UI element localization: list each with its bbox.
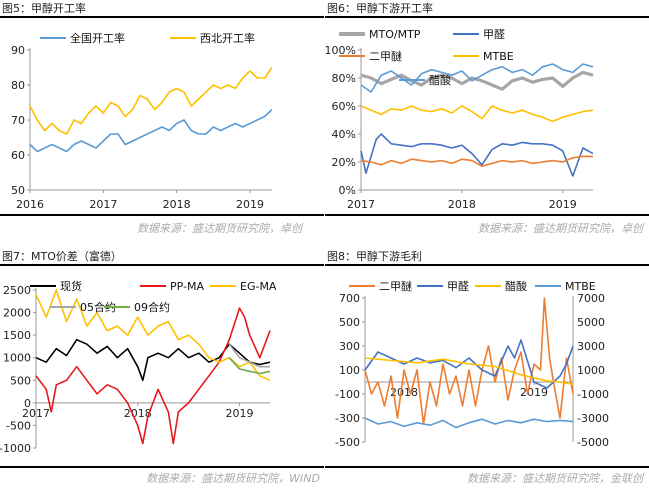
x-tick-label: 2018 <box>163 198 191 211</box>
panel-title: 图5：甲醇开工率 <box>2 2 86 15</box>
y-tick-label: 300 <box>339 340 360 353</box>
series-line-西北开工率 <box>29 67 273 135</box>
legend-label: 甲醛 <box>483 27 505 41</box>
y-tick-label: 50 <box>11 184 25 197</box>
y-tick-label: -100 <box>335 388 360 401</box>
y2-tick-label: -1000 <box>577 388 609 401</box>
legend-label: MTBE <box>483 50 514 63</box>
legend-label: 醋酸 <box>505 279 527 293</box>
y-tick-label: 500 <box>339 316 360 329</box>
series-line-mtbe <box>364 417 574 429</box>
legend-label: 二甲醚 <box>369 49 402 63</box>
y-tick-label: 500 <box>10 374 31 387</box>
legend-label: 二甲醚 <box>379 279 412 293</box>
legend-label: PP-MA <box>170 280 204 293</box>
y-tick-label: 700 <box>339 292 360 305</box>
x-tick-label: 2016 <box>16 198 44 211</box>
data-source: 数据来源：盛达期货研究院，WIND <box>146 472 320 485</box>
panel-methanol-operating-rate: 图5：甲醇开工率 50 60 70 80 90 2016 2017 2018 2019 全国开工率… <box>0 0 324 244</box>
title-rule <box>325 264 649 266</box>
chart-downstream-margin: -500 -300 -100 100 300 500 700 -5000 -3000 -1000 1… <box>335 279 609 449</box>
data-source: 数据来源：盛达期货研究院，金联创 <box>467 472 643 485</box>
panel-mto-spread: 图7：MTO价差（富德） -1000 -500 0 500 1000 1500 2000 25… <box>0 248 324 488</box>
bottom-rule <box>325 466 649 468</box>
legend-label: 甲醛 <box>447 279 469 293</box>
bottom-rule <box>0 214 324 216</box>
y-tick-label: -500 <box>6 419 31 432</box>
legend-label: 09合约 <box>134 300 170 314</box>
series-line-甲醛 <box>364 339 574 389</box>
bottom-rule <box>0 466 324 468</box>
legend-label: 现货 <box>60 279 82 293</box>
chart-downstream-operating-rate: 0% 20% 40% 60% 80% 100% 2017 2018 2019 MTO/MTP 甲醛二… <box>325 27 594 211</box>
y-tick-label: 2500 <box>3 284 31 297</box>
series-line-甲醛 <box>360 133 594 177</box>
series-line-09合约 <box>228 357 271 375</box>
title-rule <box>0 264 324 266</box>
x-tick-label: 2019 <box>236 198 264 211</box>
data-source: 数据来源：盛达期货研究院，卓创 <box>137 222 302 235</box>
y-tick-label: -500 <box>335 436 360 449</box>
y-tick-label: 60% <box>332 100 356 113</box>
series-line-醋酸 <box>364 357 574 386</box>
y-tick-label: 100 <box>339 364 360 377</box>
legend-label: MTBE <box>565 280 596 293</box>
series-line-mtbe <box>360 105 594 123</box>
y-tick-label: -1000 <box>0 442 31 455</box>
y-tick-label: 20% <box>332 156 356 169</box>
panel-downstream-operating-rate: 图6：甲醇下游开工率 0% 20% 40% 60% 80% 100% 2017 2018 201… <box>325 0 649 244</box>
data-source: 数据来源：盛达期货研究院，卓创 <box>478 222 643 235</box>
y-tick-label: 80 <box>11 79 25 92</box>
chart-methanol-operating-rate: 50 60 70 80 90 2016 2017 2018 2019 全国开工率 西北开工率 <box>11 31 273 211</box>
legend-label: 全国开工率 <box>70 31 125 45</box>
y-tick-label: 0% <box>339 184 356 197</box>
legend-label: 西北开工率 <box>200 31 255 45</box>
y-tick-label: 1000 <box>3 352 31 365</box>
series-line-全国开工率 <box>29 108 273 153</box>
y-tick-label: 90 <box>11 44 25 57</box>
x-tick-label: 2019 <box>520 386 548 399</box>
panel-title: 图7：MTO价差（富德） <box>2 250 122 263</box>
series-line-pp-ma <box>35 307 271 445</box>
y2-tick-label: 7000 <box>577 292 605 305</box>
panel-downstream-margin: 图8：甲醇下游毛利 -500 -300 -100 100 300 500 700 -5000-… <box>325 248 649 488</box>
y-tick-label: 100% <box>325 44 356 57</box>
x-tick-label: 2017 <box>89 198 117 211</box>
panel-title: 图6：甲醇下游开工率 <box>327 2 433 15</box>
y2-tick-label: -3000 <box>577 412 609 425</box>
y-tick-label: 40% <box>332 128 356 141</box>
y-tick-label: 2000 <box>3 307 31 320</box>
panel-title: 图8：甲醇下游毛利 <box>327 250 422 263</box>
x-tick-label: 2019 <box>225 407 253 420</box>
y2-tick-label: -5000 <box>577 436 609 449</box>
series-line-二甲醚 <box>364 297 574 425</box>
y2-tick-label: 3000 <box>577 340 605 353</box>
x-tick-label: 2017 <box>22 407 50 420</box>
y2-tick-label: 1000 <box>577 364 605 377</box>
series-line-二甲醚 <box>360 155 593 167</box>
bottom-rule <box>325 214 649 216</box>
x-tick-label: 2017 <box>347 198 375 211</box>
title-rule <box>325 16 649 18</box>
y-tick-label: -300 <box>335 412 360 425</box>
y-tick-label: 1500 <box>3 329 31 342</box>
legend-label: MTO/MTP <box>369 28 421 41</box>
y-tick-label: 60 <box>11 149 25 162</box>
series-line-05合约 <box>228 343 270 368</box>
legend-label: EG-MA <box>240 280 277 293</box>
legend-label: 05合约 <box>80 300 116 314</box>
series-line-醋酸 <box>360 63 594 93</box>
y-tick-label: 80% <box>332 72 356 85</box>
y2-tick-label: 5000 <box>577 316 605 329</box>
y-tick-label: 0 <box>24 397 31 410</box>
title-rule <box>0 16 324 18</box>
y-tick-label: 70 <box>11 114 25 127</box>
legend-label: 醋酸 <box>429 73 451 87</box>
x-tick-label: 2019 <box>549 198 577 211</box>
x-tick-label: 2018 <box>448 198 476 211</box>
